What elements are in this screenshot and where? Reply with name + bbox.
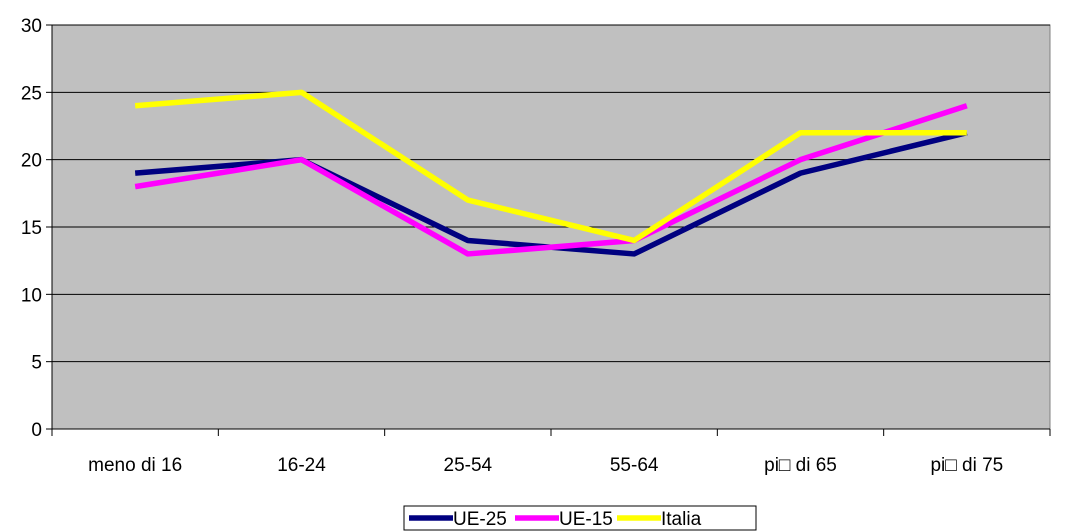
x-tick-label: pi□ di 75 — [930, 455, 1003, 476]
x-tick-label: meno di 16 — [88, 455, 182, 476]
series-lines — [134, 89, 968, 257]
legend-label: Italia — [661, 509, 702, 530]
legend-label: UE-15 — [559, 509, 613, 530]
axes: 0 5 10 15 20 25 30 meno di 16 16-24 25-54 55-64 pi□… — [21, 16, 1051, 476]
series-line-ue-15 — [134, 103, 968, 257]
y-tick-label: 10 — [21, 285, 42, 306]
y-tick-label: 25 — [21, 83, 42, 104]
series-line-italia — [134, 89, 967, 244]
y-tick-label: 30 — [21, 16, 42, 37]
y-tick-label: 0 — [31, 420, 42, 441]
x-tick-label: 25-54 — [444, 455, 493, 476]
legend-label: UE-25 — [453, 509, 507, 530]
x-tick-label: 16-24 — [277, 455, 326, 476]
y-tick-label: 5 — [31, 353, 42, 374]
legend-box — [403, 505, 757, 531]
x-tick-label: pi□ di 65 — [764, 455, 837, 476]
y-tick-label: 20 — [21, 151, 42, 172]
legend: UE-25 UE-15 Italia — [403, 505, 757, 531]
y-tick-label: 15 — [21, 218, 42, 239]
x-tick-label: 55-64 — [610, 455, 659, 476]
gridlines — [52, 24, 1050, 363]
